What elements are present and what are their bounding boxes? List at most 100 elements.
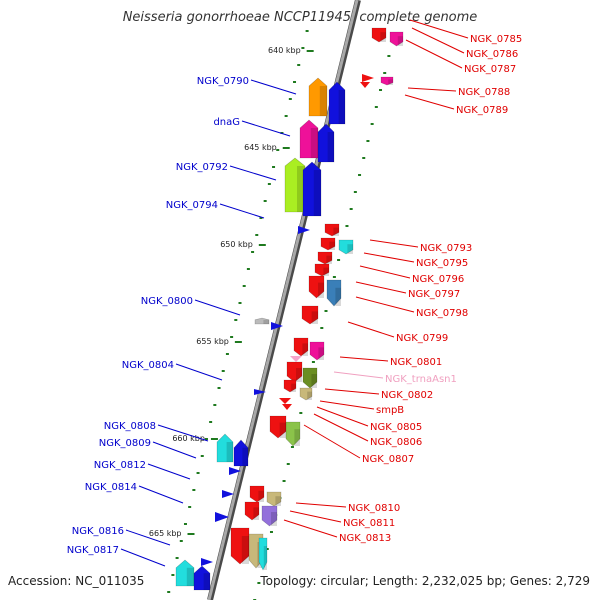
tick-mark [353, 191, 357, 193]
gene-arrow[interactable] [284, 157, 306, 213]
gene-label-right[interactable]: NGK_0787 [464, 64, 516, 75]
label-connectors [120, 19, 469, 567]
gene-arrow[interactable] [314, 263, 330, 277]
gene-label-right[interactable]: NGK_0802 [381, 390, 433, 401]
gene-label-right[interactable]: NGK_0811 [343, 518, 395, 529]
tick-mark [242, 285, 246, 287]
gene-label-right[interactable]: NGK_0806 [370, 437, 422, 448]
gene-arrow[interactable] [254, 389, 266, 395]
gene-arrow[interactable] [299, 119, 319, 159]
label-connector [289, 510, 342, 523]
gene-arrow[interactable] [338, 239, 354, 255]
gene-label-right[interactable]: NGK_0793 [420, 243, 472, 254]
gene-arrow[interactable] [299, 387, 313, 401]
gene-label-right[interactable]: NGK_0813 [339, 533, 391, 544]
gene-label-left[interactable]: NGK_0808 [104, 421, 156, 432]
gene-arrow[interactable] [302, 161, 322, 217]
gene-arrow[interactable] [215, 512, 229, 522]
gene-arrow[interactable] [371, 27, 387, 43]
gene-label-left[interactable]: NGK_0817 [67, 545, 119, 556]
gene-arrow[interactable] [261, 505, 278, 527]
gene-arrow[interactable] [283, 379, 297, 393]
genome-title: Neisseria gonorrhoeae NCCP11945, complet… [122, 10, 478, 25]
gene-arrow[interactable] [298, 226, 310, 234]
gene-arrow[interactable] [362, 74, 374, 82]
gene-arrow[interactable] [324, 223, 340, 237]
gene-label-right[interactable]: NGK_0786 [466, 49, 518, 60]
gene-arrow[interactable] [233, 439, 249, 467]
gene-arrow[interactable] [193, 565, 211, 591]
gene-label-right[interactable]: NGK_0789 [456, 105, 508, 116]
gene-arrow[interactable] [308, 77, 328, 117]
gene-label-right[interactable]: NGK_0805 [370, 422, 422, 433]
tick-mark [290, 446, 294, 448]
gene-arrow[interactable] [328, 81, 346, 125]
gene-arrow[interactable] [229, 467, 241, 475]
gene-arrow[interactable] [230, 527, 250, 565]
gene-arrow[interactable] [389, 31, 404, 47]
label-connector [369, 239, 419, 248]
gene-label-left[interactable]: NGK_0790 [197, 76, 249, 87]
gene-label-right[interactable]: NGK_trnaAsn1 [385, 374, 457, 385]
gene-arrow[interactable] [222, 490, 234, 498]
gene-label-left[interactable]: NGK_0809 [99, 438, 151, 449]
gene-arrow[interactable] [282, 404, 292, 410]
tick-mark [238, 302, 242, 304]
gene-arrow[interactable] [254, 317, 270, 325]
gene-arrow[interactable] [302, 367, 318, 389]
gene-arrow[interactable] [286, 361, 303, 383]
gene-arrow[interactable] [266, 491, 282, 507]
gene-label-left[interactable]: NGK_0814 [85, 482, 137, 493]
tick-mark [213, 404, 217, 406]
tick-mark [320, 327, 324, 329]
tick-mark [272, 166, 276, 168]
tick-mark [349, 208, 353, 210]
gene-arrow[interactable] [271, 322, 283, 330]
gene-label-left[interactable]: NGK_0812 [94, 460, 146, 471]
gene-arrow[interactable] [269, 415, 287, 439]
gene-arrow[interactable] [175, 559, 195, 587]
gene-label-right[interactable]: NGK_0799 [396, 333, 448, 344]
gene-arrow[interactable] [216, 433, 234, 463]
gene-label-left[interactable]: dnaG [213, 117, 240, 128]
tick-mark [332, 276, 336, 278]
gene-arrow[interactable] [360, 82, 370, 88]
gene-arrow[interactable] [317, 123, 335, 163]
gene-label-right[interactable]: NGK_0807 [362, 454, 414, 465]
gene-label-left[interactable]: NGK_0804 [122, 360, 174, 371]
tick-mark [230, 336, 234, 338]
gene-label-right[interactable]: NGK_0810 [348, 503, 400, 514]
gene-label-left[interactable]: NGK_0800 [141, 296, 193, 307]
gene-arrow[interactable] [285, 421, 301, 447]
gene-label-right[interactable]: NGK_0788 [458, 87, 510, 98]
gene-arrow[interactable] [201, 558, 213, 566]
gene-label-right[interactable]: smpB [376, 405, 404, 416]
gene-arrow[interactable] [317, 251, 333, 265]
gene-arrow[interactable] [326, 279, 342, 307]
gene-arrow[interactable] [249, 485, 265, 503]
gene-arrow[interactable] [320, 237, 336, 251]
kbp-label: 660 kbp [172, 434, 205, 443]
gene-arrow[interactable] [380, 76, 394, 86]
gene-arrow[interactable] [244, 501, 260, 521]
tick-mark [383, 72, 387, 74]
gene-label-left[interactable]: NGK_0816 [72, 526, 124, 537]
gene-label-left[interactable]: NGK_0794 [166, 200, 218, 211]
gene-arrow[interactable] [290, 356, 302, 362]
gene-label-right[interactable]: NGK_0801 [390, 357, 442, 368]
gene-arrow[interactable] [309, 341, 325, 361]
tick-mark [259, 217, 263, 219]
gene-arrow[interactable] [293, 337, 309, 357]
gene-label-right[interactable]: NGK_0798 [416, 308, 468, 319]
tick-mark [299, 412, 303, 414]
gene-label-right[interactable]: NGK_0785 [470, 34, 522, 45]
gene-label-left[interactable]: NGK_0792 [176, 162, 228, 173]
gene-label-right[interactable]: NGK_0796 [412, 274, 464, 285]
gene-arrow[interactable] [279, 398, 291, 404]
tick-mark [366, 140, 370, 142]
gene-arrow[interactable] [308, 275, 325, 299]
gene-label-right[interactable]: NGK_0795 [416, 258, 468, 269]
gene-label-right[interactable]: NGK_0797 [408, 289, 460, 300]
gene-arrow[interactable] [301, 305, 319, 325]
gene-arrow[interactable] [258, 537, 268, 571]
